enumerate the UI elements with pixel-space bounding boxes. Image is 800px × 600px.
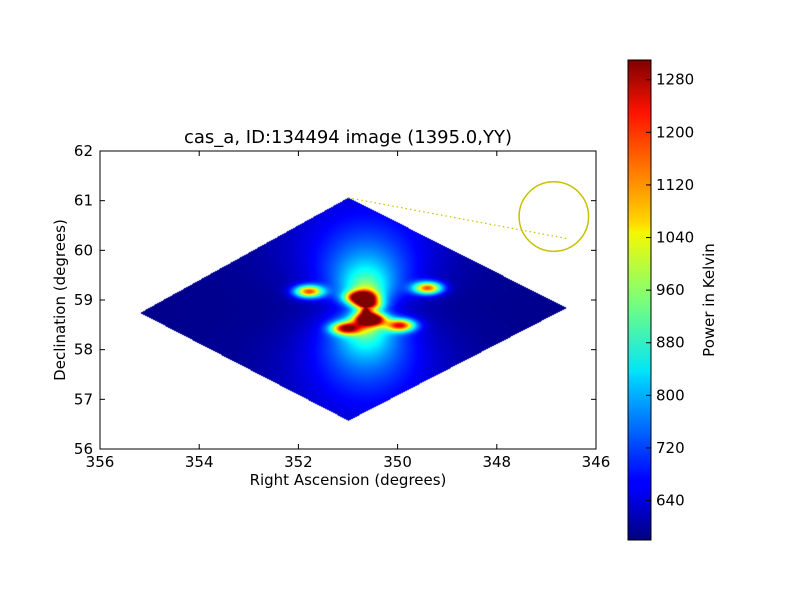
heatmap-image bbox=[100, 151, 596, 449]
colorbar-gradient bbox=[628, 60, 651, 540]
colorbar-ticks: 640 720 800 880 960 1040 1120 1200 1280 bbox=[646, 71, 694, 510]
y-tick-label: 56 bbox=[74, 440, 93, 458]
ticks-layer: 356 354 352 350 348 346 56 57 58 59 60 61 62 bbox=[74, 142, 610, 471]
y-tick-label: 60 bbox=[74, 241, 93, 259]
colorbar-label: Power in Kelvin bbox=[700, 243, 718, 357]
y-tick-label: 61 bbox=[74, 192, 93, 210]
colorbar-tick-label: 720 bbox=[656, 439, 685, 457]
colorbar-tick-label: 1280 bbox=[656, 71, 694, 89]
y-tick-label: 57 bbox=[74, 390, 93, 408]
colorbar: 640 720 800 880 960 1040 1120 1200 1280 Power in… bbox=[627, 59, 718, 541]
colorbar-tick-label: 1120 bbox=[656, 176, 694, 194]
y-tick-label: 59 bbox=[74, 291, 93, 309]
x-tick-label: 348 bbox=[482, 453, 511, 471]
colorbar-tick-label: 880 bbox=[656, 334, 685, 352]
x-tick-label: 346 bbox=[582, 453, 611, 471]
chart-title: cas_a, ID:134494 image (1395.0,YY) bbox=[184, 127, 512, 148]
y-tick-label: 58 bbox=[74, 341, 93, 359]
plot-area: 356 354 352 350 348 346 56 57 58 59 60 61 62 bbox=[74, 142, 610, 471]
colorbar-tick-label: 1040 bbox=[656, 229, 694, 247]
overlay-layer bbox=[347, 181, 590, 253]
x-tick-label: 356 bbox=[86, 453, 115, 471]
x-tick-label: 354 bbox=[185, 453, 214, 471]
colorbar-tick-label: 640 bbox=[656, 492, 685, 510]
beam-circle bbox=[518, 181, 590, 253]
colorbar-tick-label: 800 bbox=[656, 386, 685, 404]
x-axis-label: Right Ascension (degrees) bbox=[250, 471, 447, 489]
colorbar-tick-label: 1200 bbox=[656, 123, 694, 141]
colorbar-frame bbox=[627, 59, 652, 541]
y-axis-label: Declination (degrees) bbox=[51, 219, 69, 381]
colorbar-tick-label: 960 bbox=[656, 281, 685, 299]
x-tick-label: 352 bbox=[284, 453, 313, 471]
y-tick-label: 62 bbox=[74, 142, 93, 160]
dotted-line bbox=[347, 197, 567, 240]
x-tick-label: 350 bbox=[383, 453, 412, 471]
